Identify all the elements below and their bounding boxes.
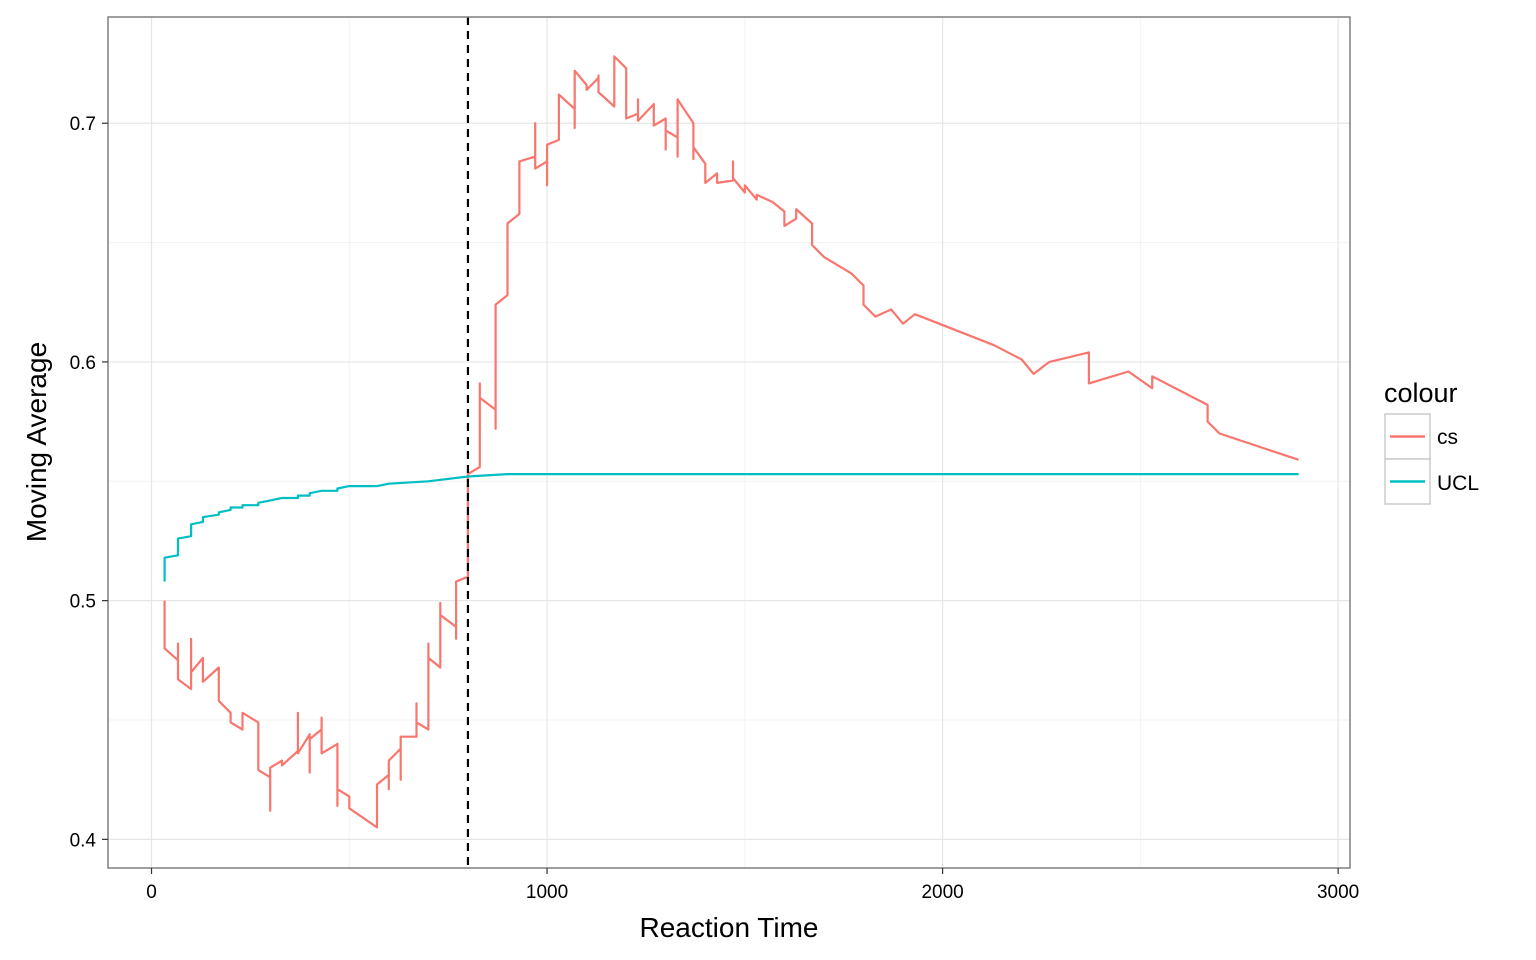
x-tick-label: 3000 <box>1317 882 1359 903</box>
legend-label-cs: cs <box>1437 426 1458 449</box>
panel-background <box>108 17 1350 868</box>
y-tick-label: 0.6 <box>70 353 96 374</box>
series-layer <box>163 55 1299 829</box>
x-tick-label: 1000 <box>526 882 568 903</box>
series-line-cs <box>163 55 1299 829</box>
y-tick-label: 0.7 <box>70 114 96 135</box>
x-tick-label: 0 <box>146 882 157 903</box>
y-tick-label: 0.5 <box>70 592 96 613</box>
series-line-ucl <box>163 473 1299 582</box>
x-axis-title: Reaction Time <box>640 912 819 943</box>
axis-layer: 0 1000 2000 3000 0.4 0.5 0.6 0.7 <box>70 114 1360 903</box>
legend-title: colour <box>1384 378 1458 408</box>
panel-border <box>107 16 1351 869</box>
grid-layer <box>108 17 1350 868</box>
legend: colour cs UCL <box>1384 378 1479 505</box>
legend-label-ucl: UCL <box>1437 472 1479 495</box>
y-axis-title: Moving Average <box>21 342 52 542</box>
y-tick-label: 0.4 <box>70 830 97 851</box>
x-tick-label: 2000 <box>921 882 963 903</box>
